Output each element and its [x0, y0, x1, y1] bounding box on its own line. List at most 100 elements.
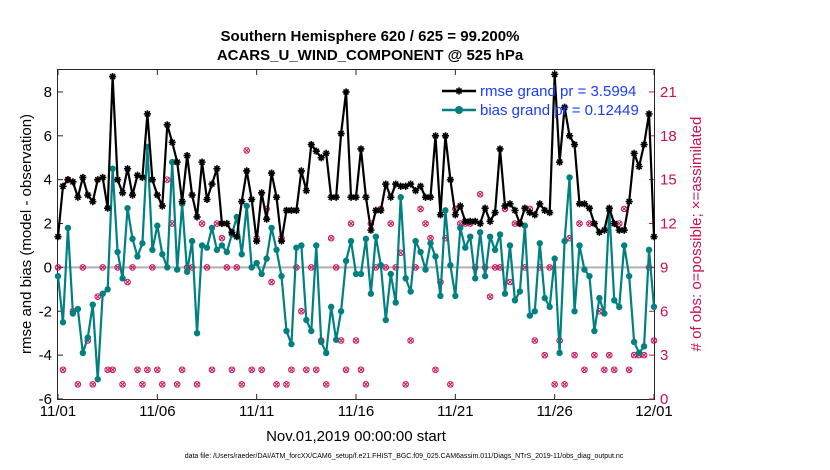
- bias-point: [253, 259, 260, 267]
- x-tick-label: 12/01: [635, 403, 673, 420]
- x-tick-label: 11/01: [40, 403, 76, 420]
- bias-point: [362, 235, 370, 243]
- bias-point: [457, 224, 464, 232]
- obs-count-point: [486, 293, 494, 300]
- bias-point: [621, 242, 628, 249]
- obs-count-point: [233, 264, 241, 271]
- bias-point: [650, 303, 658, 311]
- bias-point: [601, 310, 608, 317]
- y-right-tick-label: 9: [660, 259, 668, 276]
- bias-point: [462, 244, 469, 251]
- bias-point: [392, 299, 399, 306]
- obs-count-point: [347, 220, 355, 227]
- y-left-tick-label: 4: [44, 172, 52, 189]
- bias-point: [318, 338, 325, 346]
- obs-count-point: [159, 381, 166, 388]
- bias-point: [308, 327, 315, 335]
- y-left-tick-label: -4: [39, 347, 52, 364]
- bias-point: [526, 312, 534, 319]
- obs-count-point: [303, 366, 310, 374]
- chart-title-line1: Southern Hemisphere 620 / 625 = 99.200%: [221, 28, 520, 45]
- legend-rmse-label: rmse grand pr = 3.5994: [480, 83, 636, 100]
- obs-count-point: [109, 366, 116, 374]
- bias-point: [561, 237, 568, 245]
- obs-count-point: [606, 351, 613, 359]
- obs-count-point: [273, 381, 280, 388]
- bias-point: [59, 319, 67, 326]
- bias-point: [84, 334, 92, 341]
- obs-count-point: [79, 264, 87, 271]
- rmse-series: [54, 70, 658, 245]
- obs-count-point: [571, 351, 578, 359]
- bias-point: [218, 242, 226, 249]
- bias-point: [89, 301, 96, 308]
- bias-point: [258, 270, 265, 278]
- bias-point: [337, 308, 345, 315]
- y-right-tick-label: 3: [660, 347, 668, 364]
- bias-point: [149, 246, 156, 254]
- bias-point: [203, 244, 211, 251]
- bias-point: [193, 330, 201, 337]
- obs-count-point: [54, 264, 62, 271]
- obs-count-point: [447, 381, 454, 388]
- bias-point: [268, 224, 275, 232]
- bias-series: [54, 143, 658, 383]
- bias-point: [432, 253, 439, 260]
- obs-count-point: [576, 220, 583, 227]
- obs-count-point: [129, 264, 136, 271]
- bias-point: [114, 248, 121, 256]
- bias-point: [427, 240, 434, 247]
- bias-point: [447, 262, 454, 269]
- obs-count-point: [228, 366, 236, 374]
- obs-count-point: [332, 264, 340, 271]
- obs-count-point: [149, 264, 156, 271]
- obs-count-point: [312, 366, 320, 374]
- bias-point: [367, 290, 375, 297]
- obs-count-point: [243, 147, 251, 154]
- bias-point: [342, 257, 350, 265]
- bias-point: [188, 237, 196, 245]
- bias-point: [635, 349, 643, 357]
- bias-point: [576, 242, 583, 249]
- obs-count-point: [124, 278, 131, 286]
- bias-point: [467, 233, 474, 240]
- bias-point: [506, 242, 514, 249]
- obs-count-point: [288, 366, 295, 374]
- bias-point: [422, 266, 429, 273]
- obs-count-point: [625, 366, 633, 374]
- bias-point: [223, 248, 231, 256]
- bias-point: [442, 207, 449, 214]
- obs-count-point: [491, 264, 499, 271]
- obs-count-point: [144, 366, 151, 374]
- bias-point: [566, 174, 573, 181]
- bias-point: [372, 233, 380, 240]
- x-tick-label: 11/26: [536, 403, 572, 420]
- bias-point: [501, 290, 509, 297]
- obs-count-point: [402, 381, 409, 388]
- bias-point: [546, 303, 553, 311]
- bias-point: [536, 240, 543, 247]
- x-tick-label: 11/06: [139, 403, 175, 420]
- obs-count-point: [601, 366, 608, 374]
- bias-point: [54, 272, 62, 280]
- bias-point: [352, 270, 360, 278]
- obs-count-point: [59, 366, 67, 374]
- legend-bias-circle-icon: [455, 106, 463, 114]
- bias-point: [109, 165, 116, 172]
- bias-point: [591, 327, 598, 335]
- obs-count-point: [327, 234, 335, 242]
- obs-count-point: [89, 381, 97, 388]
- obs-count-point: [551, 381, 558, 388]
- legend: rmse grand pr = 3.5994 bias grand pr = 0…: [442, 83, 639, 119]
- obs-count-point: [238, 381, 246, 388]
- obs-count-point: [407, 337, 414, 344]
- obs-count-point: [223, 264, 231, 271]
- bias-point: [611, 297, 618, 304]
- obs-count-point: [352, 337, 360, 344]
- bias-point: [491, 246, 499, 254]
- bias-point: [283, 327, 290, 335]
- bias-point: [183, 268, 191, 275]
- y-left-tick-label: -6: [39, 391, 52, 408]
- bias-point: [407, 288, 414, 295]
- obs-count-point: [387, 220, 395, 227]
